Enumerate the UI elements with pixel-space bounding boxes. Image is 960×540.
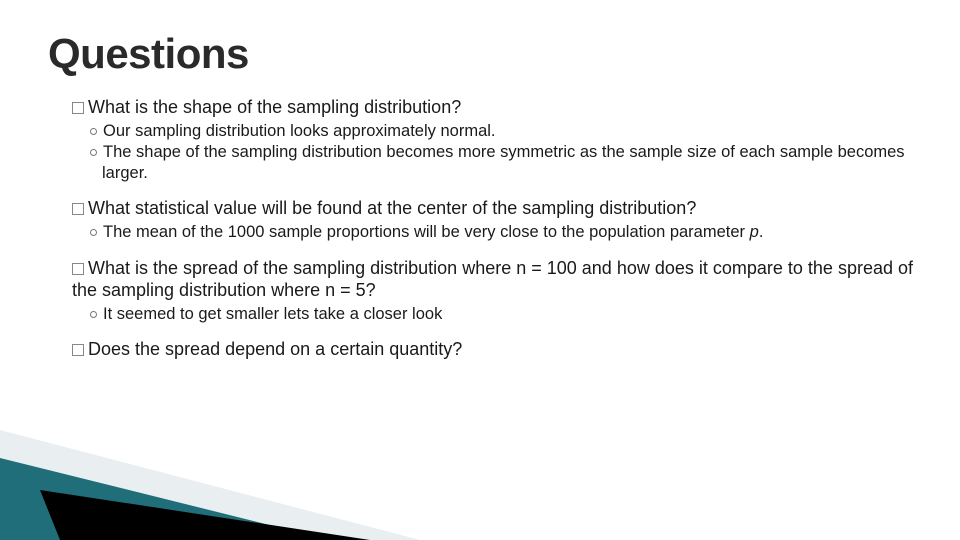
sub-item: The shape of the sampling distribution b… xyxy=(90,142,920,183)
sub-text: The mean of the 1000 sample proportions … xyxy=(103,223,763,241)
decorative-triangle xyxy=(0,430,420,540)
sub-list: The mean of the 1000 sample proportions … xyxy=(90,222,920,243)
question-2: What statistical value will be found at … xyxy=(72,197,920,220)
sub-list: Our sampling distribution looks approxim… xyxy=(90,121,920,184)
question-block: What is the shape of the sampling distri… xyxy=(72,96,920,183)
ring-icon xyxy=(90,229,97,236)
question-block: What statistical value will be found at … xyxy=(72,197,920,242)
content-area: What is the shape of the sampling distri… xyxy=(72,96,920,361)
question-text: is the shape of the sampling distributio… xyxy=(130,97,461,117)
question-3: What is the spread of the sampling distr… xyxy=(72,257,920,302)
question-block: Does the spread depend on a certain quan… xyxy=(72,338,920,361)
question-prefix: Does xyxy=(88,339,130,359)
sub-item: The mean of the 1000 sample proportions … xyxy=(90,222,920,243)
question-1: What is the shape of the sampling distri… xyxy=(72,96,920,119)
checkbox-icon xyxy=(72,203,84,215)
ring-icon xyxy=(90,149,97,156)
question-prefix: What xyxy=(88,258,130,278)
sub-text: Our sampling distribution looks approxim… xyxy=(103,122,496,140)
sub-item: It seemed to get smaller lets take a clo… xyxy=(90,304,920,325)
question-text: is the spread of the sampling distributi… xyxy=(72,258,913,301)
question-4: Does the spread depend on a certain quan… xyxy=(72,338,920,361)
checkbox-icon xyxy=(72,102,84,114)
question-text: statistical value will be found at the c… xyxy=(130,198,696,218)
checkbox-icon xyxy=(72,344,84,356)
question-prefix: What xyxy=(88,97,130,117)
ring-icon xyxy=(90,128,97,135)
checkbox-icon xyxy=(72,263,84,275)
sub-list: It seemed to get smaller lets take a clo… xyxy=(90,304,920,325)
question-prefix: What xyxy=(88,198,130,218)
sub-item: Our sampling distribution looks approxim… xyxy=(90,121,920,142)
question-block: What is the spread of the sampling distr… xyxy=(72,257,920,325)
slide-title: Questions xyxy=(48,30,920,78)
sub-text: The shape of the sampling distribution b… xyxy=(102,143,905,182)
sub-text: It seemed to get smaller lets take a clo… xyxy=(103,305,442,323)
ring-icon xyxy=(90,311,97,318)
question-text: the spread depend on a certain quantity? xyxy=(130,339,462,359)
